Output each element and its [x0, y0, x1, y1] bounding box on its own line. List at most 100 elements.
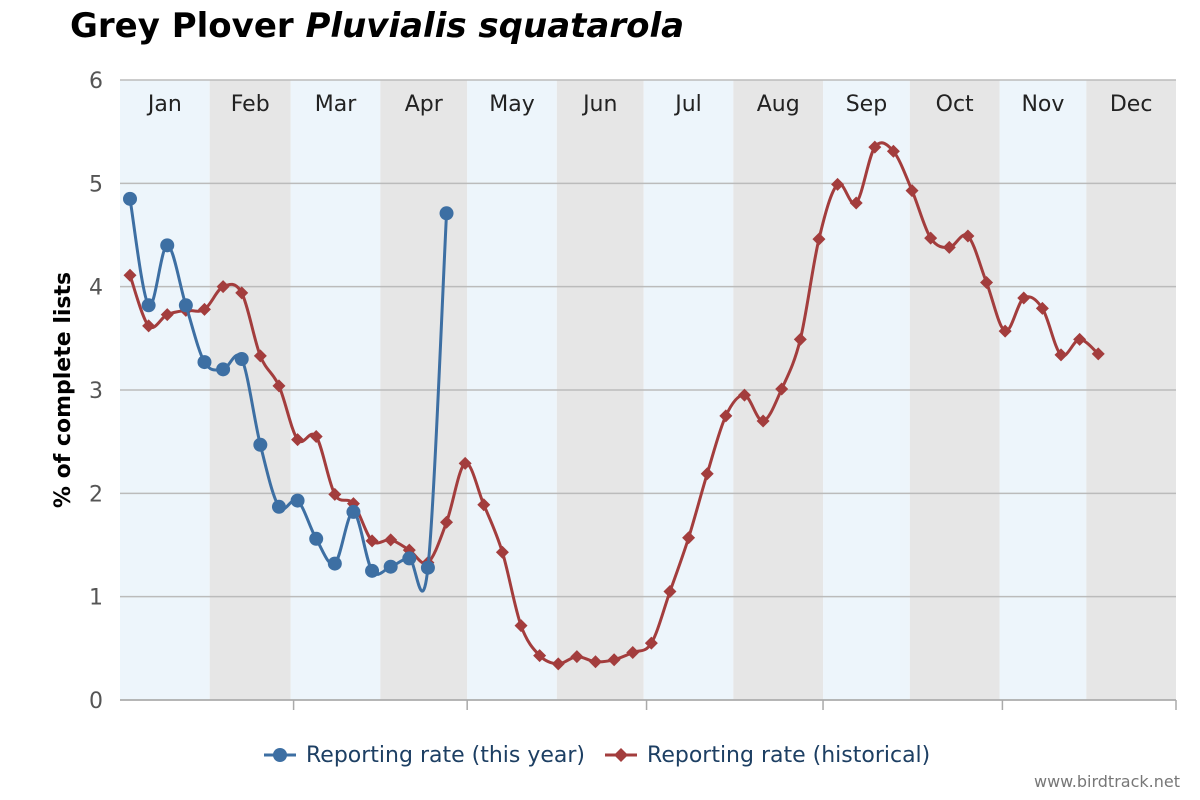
legend-swatch-this-year — [264, 748, 296, 762]
data-point-historical — [384, 533, 398, 547]
y-tick-label: 6 — [89, 69, 103, 94]
data-point-historical — [514, 619, 528, 633]
month-label: Sep — [846, 92, 887, 117]
data-point-this-year — [420, 560, 435, 575]
legend-label-historical: Reporting rate (historical) — [647, 742, 931, 768]
data-point-this-year — [234, 352, 249, 366]
month-label: Jul — [673, 92, 702, 117]
data-point-historical — [663, 585, 677, 598]
data-point-historical — [756, 414, 770, 428]
data-point-historical — [533, 649, 547, 663]
y-tick-label: 0 — [89, 689, 103, 714]
month-label: May — [489, 92, 534, 117]
data-point-historical — [142, 319, 156, 333]
legend-swatch-historical — [605, 748, 638, 762]
data-point-this-year — [253, 437, 268, 452]
data-point-historical — [291, 433, 305, 447]
data-point-historical — [700, 467, 714, 481]
data-point-historical — [644, 636, 658, 650]
y-tick-label: 5 — [89, 172, 103, 197]
legend-label-this-year: Reporting rate (this year) — [306, 742, 586, 768]
data-point-historical — [1017, 291, 1031, 305]
data-point-historical — [998, 324, 1012, 338]
month-label: Jun — [581, 92, 617, 117]
data-point-historical — [458, 456, 472, 470]
month-label: Apr — [405, 92, 444, 117]
data-point-historical — [160, 308, 174, 322]
data-point-historical — [961, 229, 975, 243]
month-label: Dec — [1110, 92, 1153, 117]
data-point-this-year — [290, 493, 305, 508]
y-tick-label: 4 — [89, 276, 103, 301]
month-label: Nov — [1021, 92, 1064, 117]
data-point-historical — [477, 498, 491, 512]
data-point-this-year — [160, 238, 175, 253]
data-point-this-year — [271, 499, 286, 514]
y-axis-title: % of complete lists — [51, 272, 76, 508]
data-point-historical — [328, 487, 342, 501]
month-label: Oct — [936, 92, 974, 117]
data-point-historical — [253, 349, 267, 363]
data-point-historical — [924, 231, 938, 245]
data-point-historical — [365, 534, 379, 548]
data-point-historical — [440, 515, 454, 529]
credit-link[interactable]: www.birdtrack.net — [1034, 772, 1180, 791]
series-this-year — [123, 191, 454, 593]
data-point-this-year — [141, 298, 156, 313]
data-point-historical — [682, 531, 696, 545]
legend-item-historical[interactable]: Reporting rate (historical) — [603, 743, 930, 768]
data-point-this-year — [178, 298, 193, 313]
data-point-this-year — [383, 559, 398, 574]
data-point-this-year — [327, 556, 342, 571]
data-point-historical — [942, 240, 956, 254]
y-tick-label: 2 — [89, 482, 103, 507]
data-point-historical — [886, 144, 900, 158]
data-point-historical — [980, 276, 994, 290]
y-tick-label: 3 — [89, 379, 103, 404]
data-point-this-year — [123, 191, 137, 206]
data-point-historical — [831, 177, 845, 191]
data-point-historical — [197, 302, 211, 316]
y-gridlines: 0 1 2 3 4 5 6 — [89, 69, 1176, 714]
data-point-historical — [1035, 301, 1049, 315]
data-point-historical — [235, 286, 249, 300]
data-point-historical — [719, 409, 733, 423]
data-point-historical — [1091, 347, 1105, 361]
y-tick-label: 1 — [89, 586, 103, 611]
data-point-this-year — [365, 563, 380, 578]
month-label: Jan — [146, 92, 182, 117]
data-point-historical — [793, 332, 807, 346]
common-name: Grey Plover — [70, 6, 294, 46]
data-point-historical — [737, 388, 751, 402]
data-point-this-year — [346, 504, 361, 519]
data-point-this-year — [439, 206, 454, 221]
data-point-historical — [495, 545, 509, 559]
data-point-historical — [216, 280, 230, 294]
data-point-historical — [905, 184, 919, 198]
data-point-historical — [1054, 348, 1068, 362]
data-point-this-year — [309, 531, 324, 546]
legend-item-this-year[interactable]: Reporting rate (this year) — [262, 743, 585, 768]
chart-legend: Reporting rate (this year) Reporting rat… — [262, 738, 948, 772]
data-point-historical — [775, 382, 789, 396]
data-point-this-year — [197, 355, 212, 370]
data-point-historical — [626, 645, 640, 659]
data-point-historical — [309, 430, 323, 443]
month-label: Feb — [231, 92, 270, 117]
month-label: Mar — [315, 92, 357, 117]
data-point-historical — [1073, 332, 1087, 346]
data-point-historical — [570, 650, 584, 664]
scientific-name: Pluvialis squatarola — [305, 6, 685, 46]
chart-title: Grey Plover Pluvialis squatarola — [70, 6, 684, 46]
data-point-historical — [812, 232, 826, 246]
data-point-historical — [868, 140, 882, 154]
data-point-this-year — [216, 362, 231, 377]
data-point-this-year — [402, 551, 417, 566]
data-point-historical — [551, 657, 565, 671]
data-point-historical — [272, 379, 286, 393]
data-point-historical — [123, 268, 137, 282]
data-point-historical — [607, 653, 621, 667]
month-label: Aug — [757, 92, 800, 117]
data-point-historical — [589, 655, 602, 669]
